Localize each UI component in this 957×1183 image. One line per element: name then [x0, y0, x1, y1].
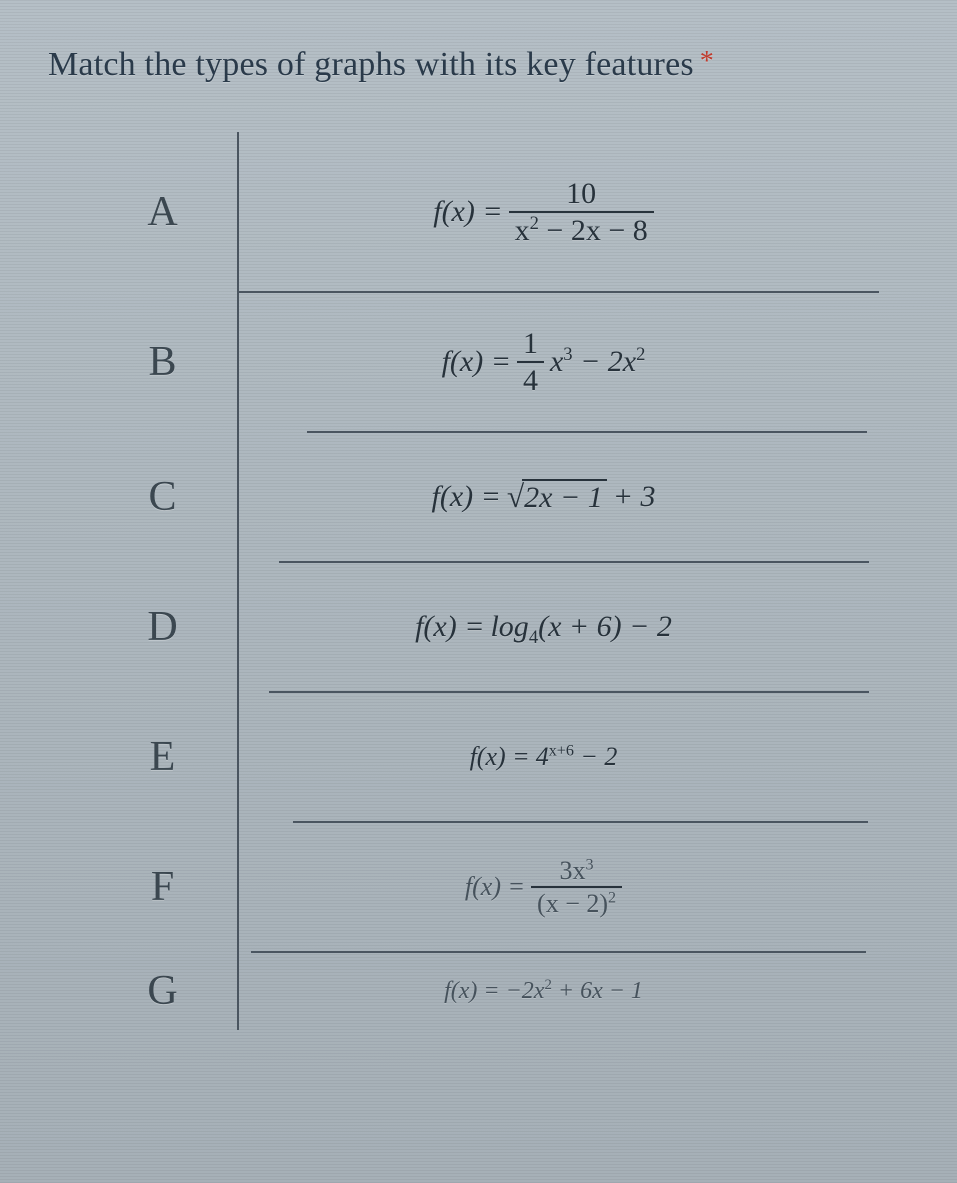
question-title: Match the types of graphs with its key f…	[48, 46, 917, 84]
lhs: f(x) =	[433, 195, 502, 229]
question-panel: Match the types of graphs with its key f…	[0, 0, 957, 1183]
row-function: f(x) = 3x3 (x − 2)2	[239, 822, 848, 952]
row-letter: A	[88, 132, 238, 292]
square-root: √ 2x − 1	[507, 479, 607, 515]
table-row: B f(x) = 1 4 x3 − 2x2	[88, 292, 848, 432]
separator-line	[251, 951, 866, 953]
poly-body: −2x2 + 6x − 1	[506, 978, 643, 1005]
fraction: 3x3 (x − 2)2	[531, 857, 622, 918]
table-row: D f(x) = log4(x + 6) − 2	[88, 562, 848, 692]
exp-body: 4x+6 − 2	[536, 742, 618, 772]
denominator: x2 − 2x − 8	[509, 215, 654, 247]
required-asterisk: *	[700, 46, 714, 77]
row-letter: B	[88, 292, 238, 432]
after-radical: + 3	[613, 480, 656, 514]
fraction: 10 x2 − 2x − 8	[509, 178, 654, 247]
row-function: f(x) = 1 4 x3 − 2x2	[239, 292, 848, 432]
row-function: f(x) = 10 x2 − 2x − 8	[239, 132, 848, 292]
row-function: f(x) = log4(x + 6) − 2	[239, 562, 848, 692]
lhs: f(x) =	[442, 345, 511, 379]
table-row: A f(x) = 10 x2 − 2x − 8	[88, 132, 848, 292]
row-letter: G	[88, 952, 238, 1030]
denominator: (x − 2)2	[531, 890, 622, 917]
row-letter: D	[88, 562, 238, 692]
row-letter: C	[88, 432, 238, 562]
table-row: C f(x) = √ 2x − 1 + 3	[88, 432, 848, 562]
row-function: f(x) = 4x+6 − 2	[239, 692, 848, 822]
numerator: 10	[560, 178, 602, 210]
table-row: G f(x) = −2x2 + 6x − 1	[88, 952, 848, 1030]
fraction-bar	[531, 886, 622, 888]
coeff-fraction: 1 4	[517, 328, 544, 397]
log-body: log4(x + 6) − 2	[490, 610, 671, 644]
lhs: f(x) =	[432, 480, 501, 514]
row-letter: F	[88, 822, 238, 952]
table-row: E f(x) = 4x+6 − 2	[88, 692, 848, 822]
radicand: 2x − 1	[522, 479, 607, 515]
row-letter: E	[88, 692, 238, 822]
table-row: F f(x) = 3x3 (x − 2)2	[88, 822, 848, 952]
separator-line	[293, 821, 868, 823]
lhs: f(x) =	[444, 978, 500, 1005]
function-table-wrap: A f(x) = 10 x2 − 2x − 8	[88, 132, 877, 1030]
function-table: A f(x) = 10 x2 − 2x − 8	[88, 132, 848, 1030]
lhs: f(x) =	[465, 872, 525, 902]
separator-line	[279, 561, 869, 563]
row-function: f(x) = √ 2x − 1 + 3	[239, 432, 848, 562]
numerator: 3x3	[554, 857, 600, 884]
lhs: f(x) =	[415, 610, 484, 644]
separator-line	[307, 431, 867, 433]
title-text: Match the types of graphs with its key f…	[48, 46, 694, 83]
poly-tail: x3 − 2x2	[550, 345, 645, 379]
separator-line	[239, 291, 879, 293]
lhs: f(x) =	[470, 742, 530, 772]
separator-line	[269, 691, 869, 693]
row-function: f(x) = −2x2 + 6x − 1	[239, 952, 848, 1030]
